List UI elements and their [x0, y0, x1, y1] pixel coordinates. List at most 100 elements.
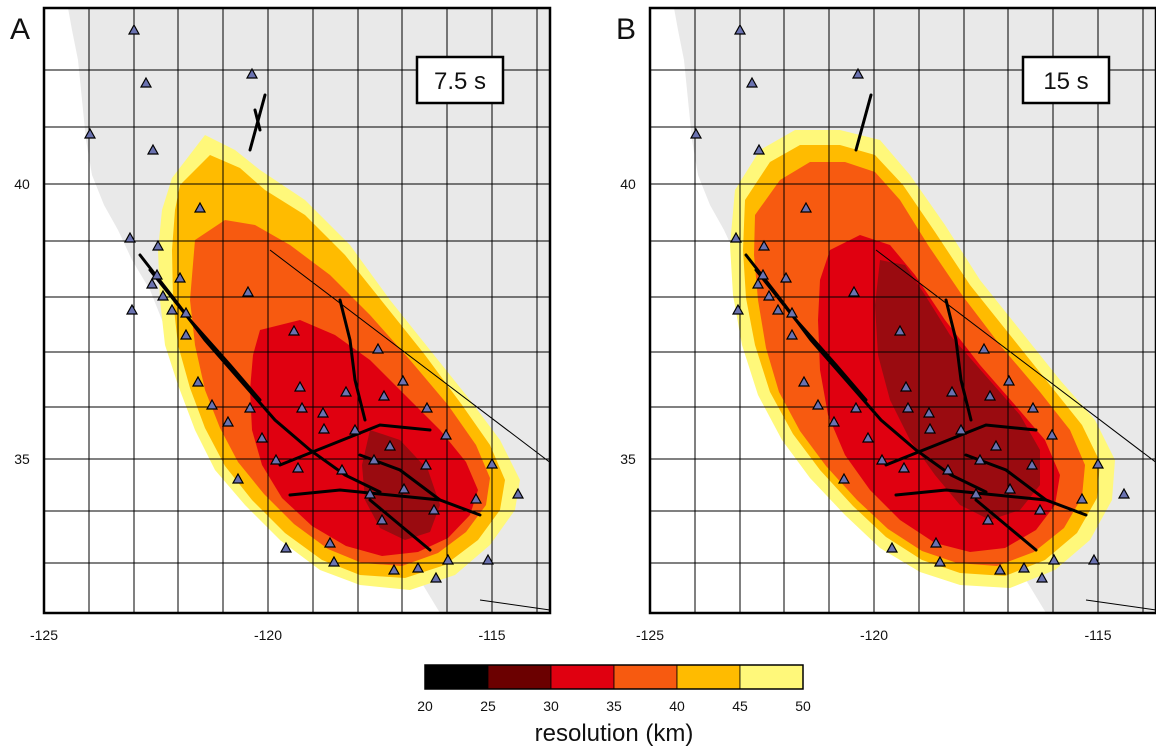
triangle-icon — [151, 239, 165, 251]
triangle-icon — [756, 268, 770, 280]
triangle-icon — [849, 401, 863, 413]
panel-a-period-label: 7.5 s — [434, 68, 486, 95]
panel-a-frame — [42, 6, 552, 615]
triangle-icon — [367, 453, 381, 465]
triangle-icon — [511, 487, 525, 499]
triangle-icon — [745, 76, 759, 88]
triangle-icon — [1035, 571, 1049, 583]
triangle-icon — [173, 271, 187, 283]
triangle-icon — [287, 324, 301, 336]
triangle-icon — [771, 303, 785, 315]
triangle-icon — [123, 231, 137, 243]
triangle-icon — [245, 67, 259, 79]
colorbar-title: resolution (km) — [535, 720, 694, 747]
triangle-icon — [387, 563, 401, 575]
triangle-icon — [441, 553, 455, 565]
triangle-icon — [291, 461, 305, 473]
triangle-icon — [779, 271, 793, 283]
triangle-icon — [941, 463, 955, 475]
ocean — [650, 8, 1046, 613]
triangle-icon — [1003, 482, 1017, 494]
triangle-icon — [383, 439, 397, 451]
colorbar-tick-label: 30 — [543, 698, 559, 714]
triangle-icon — [933, 555, 947, 567]
triangle-icon — [762, 289, 776, 301]
panel-b-period-label: 15 s — [1043, 68, 1088, 95]
triangle-icon — [929, 536, 943, 548]
triangle-icon — [923, 422, 937, 434]
x-tick-label: -120 — [860, 627, 888, 643]
colorbar-swatch — [550, 664, 615, 690]
x-tick-label: -120 — [254, 627, 282, 643]
x-tick-label: -125 — [636, 627, 664, 643]
triangle-icon — [375, 513, 389, 525]
triangle-icon — [279, 541, 293, 553]
triangle-icon — [469, 492, 483, 504]
triangle-icon — [1075, 492, 1089, 504]
triangle-icon — [1091, 457, 1105, 469]
station-markers-b — [689, 23, 1131, 583]
triangle-icon — [922, 406, 936, 418]
panel-a-map: 7.5 s A -125 -120 -115 40 35 — [10, 6, 552, 643]
panel-a-letter: A — [10, 13, 30, 46]
triangle-icon — [729, 231, 743, 243]
triangle-icon — [899, 380, 913, 392]
y-tick-label: 35 — [620, 451, 636, 467]
triangle-icon — [339, 385, 353, 397]
triangle-icon — [797, 375, 811, 387]
triangle-icon — [733, 23, 747, 35]
colorbar-tick-label: 35 — [606, 698, 622, 714]
triangle-icon — [969, 487, 983, 499]
mexico-border — [479, 599, 550, 611]
y-tick-label: 40 — [620, 176, 636, 192]
triangle-icon — [1117, 487, 1131, 499]
triangle-icon — [127, 23, 141, 35]
triangle-icon — [295, 401, 309, 413]
triangle-icon — [893, 324, 907, 336]
triangle-icon — [751, 277, 765, 289]
colorbar-swatch — [487, 664, 552, 690]
triangle-icon — [293, 380, 307, 392]
triangle-icon — [785, 306, 799, 318]
y-tick-label: 40 — [14, 176, 30, 192]
triangle-icon — [861, 431, 875, 443]
panel-b-letter: B — [616, 13, 636, 46]
state-border — [269, 249, 550, 464]
triangle-icon — [243, 401, 257, 413]
zone-25-30 — [362, 430, 440, 540]
triangle-icon — [851, 67, 865, 79]
graticule — [44, 8, 550, 613]
triangle-icon — [427, 503, 441, 515]
triangle-icon — [145, 277, 159, 289]
triangle-icon — [731, 303, 745, 315]
triangle-icon — [977, 342, 991, 354]
triangle-icon — [419, 458, 433, 470]
triangle-icon — [125, 303, 139, 315]
triangle-icon — [191, 375, 205, 387]
triangle-icon — [847, 285, 861, 297]
triangle-icon — [897, 461, 911, 473]
colorbar-tick-label: 20 — [417, 698, 433, 714]
triangle-icon — [396, 374, 410, 386]
triangle-icon — [323, 536, 337, 548]
triangle-icon — [885, 541, 899, 553]
triangle-icon — [179, 306, 193, 318]
triangle-icon — [411, 561, 425, 573]
triangle-icon — [481, 553, 495, 565]
triangle-icon — [989, 439, 1003, 451]
triangle-icon — [993, 563, 1007, 575]
triangle-icon — [973, 453, 987, 465]
panel-a-period-box — [415, 55, 505, 105]
triangle-icon — [954, 423, 968, 435]
x-tick-label: -115 — [479, 627, 506, 643]
triangle-icon — [156, 289, 170, 301]
x-tick-label: -125 — [30, 627, 58, 643]
triangle-icon — [371, 342, 385, 354]
triangle-icon — [139, 76, 153, 88]
colorbar-tick-label: 50 — [795, 698, 811, 714]
triangle-icon — [205, 398, 219, 410]
triangle-icon — [875, 453, 889, 465]
triangle-icon — [420, 401, 434, 413]
colorbar-tick-labels: 20 25 30 35 40 45 50 — [417, 698, 811, 714]
triangle-icon — [269, 453, 283, 465]
